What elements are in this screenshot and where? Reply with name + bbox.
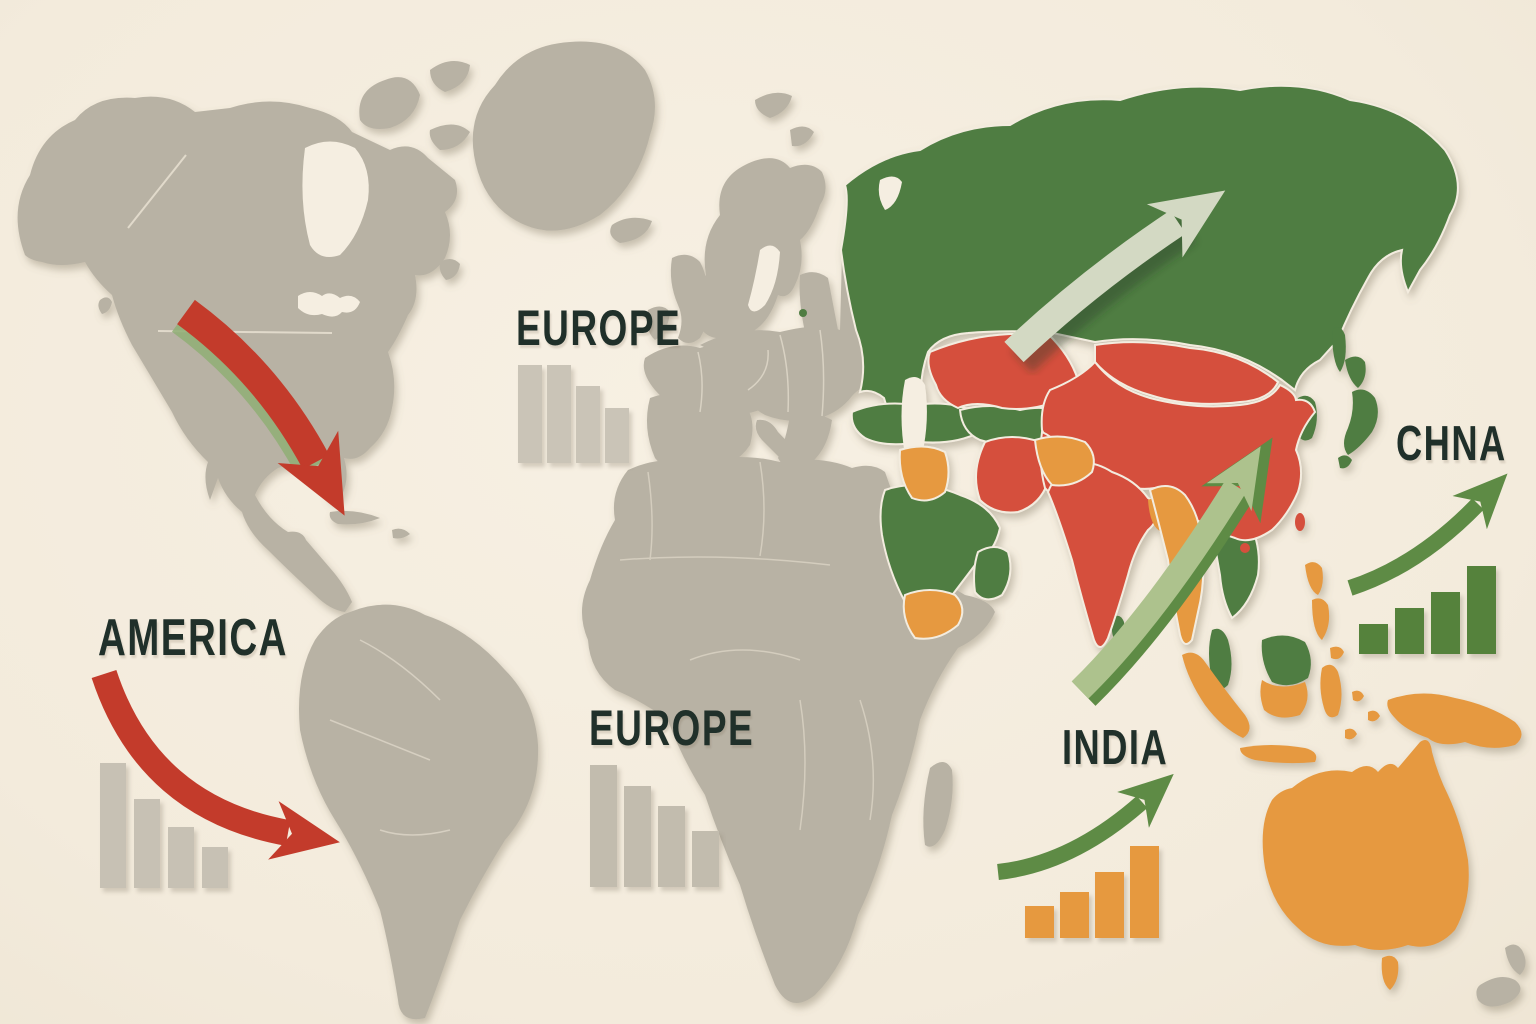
taiwan xyxy=(1295,513,1305,531)
bar-america xyxy=(100,763,126,888)
sakhalin-island xyxy=(1332,326,1346,372)
bar-india xyxy=(1025,906,1054,938)
india-landmass xyxy=(1046,461,1162,648)
america-bar-chart xyxy=(100,763,228,888)
oman xyxy=(973,546,1012,601)
iceland-island xyxy=(610,217,652,243)
india-label-growth-arrow xyxy=(997,773,1174,880)
baltic-sea xyxy=(748,245,780,312)
ireland xyxy=(646,306,670,340)
hudson-bay xyxy=(302,141,369,258)
bar-europe-north xyxy=(547,365,571,463)
asia-growth-arrow xyxy=(1071,446,1261,699)
bar-india xyxy=(1095,872,1124,938)
great-britain xyxy=(670,254,708,343)
south-america-landmass xyxy=(299,604,539,1020)
sumatra xyxy=(1182,652,1250,738)
java xyxy=(1240,745,1317,764)
australia-landmass xyxy=(1262,739,1469,950)
madagascar-island xyxy=(923,761,953,847)
yemen xyxy=(902,589,964,640)
bar-europe-north xyxy=(576,386,600,463)
europe-south-label: EUROPE xyxy=(589,700,755,756)
india-bar-chart xyxy=(1025,846,1159,938)
philippines xyxy=(1305,562,1344,660)
bar-europe-south xyxy=(658,806,685,887)
great-lakes xyxy=(298,292,360,317)
tasmania xyxy=(1381,955,1399,990)
russia-growth-arrow xyxy=(1004,190,1226,363)
south-america-borders xyxy=(329,639,451,836)
trend-arrows xyxy=(91,190,1508,880)
bar-america xyxy=(168,827,194,888)
balkans-greece xyxy=(778,413,832,470)
hainan xyxy=(1240,543,1250,553)
bar-china xyxy=(1395,608,1424,654)
mongolia xyxy=(1094,341,1280,405)
bar-america xyxy=(202,847,228,888)
borneo-north xyxy=(1261,635,1311,686)
landmasses xyxy=(17,41,1526,1020)
baltic-states xyxy=(799,272,838,336)
caspian-sea xyxy=(901,376,927,463)
europe-south-bar-chart xyxy=(590,765,719,887)
america-label-decline-arrow xyxy=(91,669,340,860)
africa-borders xyxy=(619,461,875,831)
china-label-growth-arrow xyxy=(1347,473,1508,596)
moluccas-islands xyxy=(1345,690,1380,740)
india-label: INDIA xyxy=(1062,721,1169,775)
africa-landmass xyxy=(581,457,995,1003)
china-label: CHNA xyxy=(1396,417,1507,471)
white-sea xyxy=(878,176,902,210)
cuba-island xyxy=(329,510,410,539)
bar-china xyxy=(1359,624,1388,654)
vancouver-island xyxy=(98,297,112,314)
kaliningrad xyxy=(799,309,807,317)
japan-islands xyxy=(1338,356,1378,469)
iraq xyxy=(898,445,950,502)
europe-borders xyxy=(697,329,825,417)
sulawesi xyxy=(1320,664,1342,718)
north-america-decline-arrow xyxy=(177,299,345,516)
bar-china xyxy=(1431,592,1460,654)
bar-america xyxy=(134,799,160,888)
saudi-arabia xyxy=(879,484,1002,609)
europe-north-bar-chart xyxy=(518,365,629,463)
europe-north-label: EUROPE xyxy=(516,300,682,356)
new-zealand-islands xyxy=(1476,944,1526,1007)
bar-europe-south xyxy=(624,786,651,887)
bar-europe-south xyxy=(692,831,719,887)
newfoundland-island xyxy=(439,258,460,280)
arctic-islands xyxy=(359,61,470,150)
malay-peninsula xyxy=(1209,628,1232,689)
bar-europe-north xyxy=(605,408,629,463)
bar-china xyxy=(1467,566,1496,654)
bar-india xyxy=(1130,846,1159,938)
afghanistan xyxy=(1033,435,1095,487)
america-label: AMERICA xyxy=(98,609,288,667)
bar-india xyxy=(1060,892,1089,938)
alaska-canada-border xyxy=(127,154,187,229)
bar-europe-north xyxy=(518,365,542,463)
bar-europe-south xyxy=(590,765,617,887)
china-bar-chart xyxy=(1359,566,1496,654)
new-guinea xyxy=(1387,693,1522,748)
borneo-south xyxy=(1260,680,1308,718)
svalbard-islands xyxy=(755,92,814,147)
greenland-landmass xyxy=(472,41,655,231)
